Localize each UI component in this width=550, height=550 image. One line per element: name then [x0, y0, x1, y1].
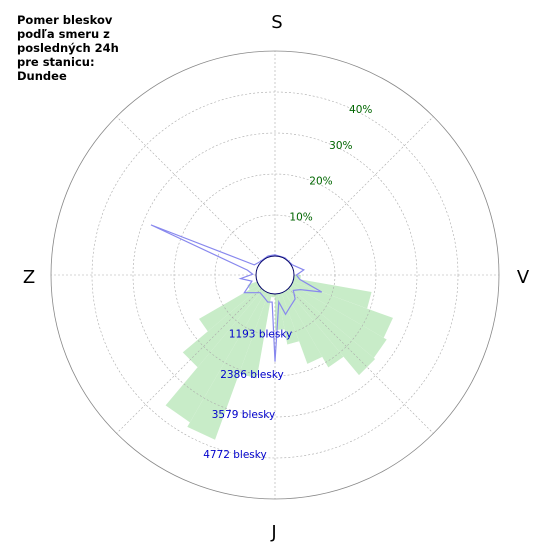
title-line-3: posledných 24h	[17, 41, 119, 55]
count-bar	[291, 281, 393, 338]
blue-line-layer	[150, 224, 323, 362]
count-tick-label: 4772 blesky	[203, 449, 267, 461]
count-bar	[284, 289, 344, 368]
labels-layer: S V J Z 10% 20% 30% 40% 1193 blesky 2386 bles…	[23, 12, 530, 543]
count-bar	[278, 292, 300, 345]
grid-ring	[132, 132, 418, 418]
count-tick-label: 3579 blesky	[212, 409, 276, 421]
direction-label-top: S	[271, 12, 282, 33]
percent-tick-label: 30%	[329, 140, 352, 152]
count-bar	[289, 284, 387, 358]
count-bar	[292, 278, 372, 309]
grid-layer	[50, 50, 500, 500]
count-tick-label: 2386 blesky	[220, 369, 284, 381]
direction-label-bottom: J	[270, 522, 276, 543]
percent-line	[150, 224, 323, 362]
green-bars-layer	[165, 275, 393, 440]
center-circle	[255, 255, 295, 295]
percent-tick-label: 40%	[349, 104, 372, 116]
count-bar	[247, 281, 259, 290]
title-line-5: Dundee	[17, 69, 67, 83]
count-bar	[271, 293, 275, 298]
title-line-4: pre stanicu:	[17, 55, 95, 69]
count-bar	[281, 291, 323, 364]
direction-label-left: Z	[23, 267, 35, 288]
chart-title: Pomer bleskov podľa smeru z posledných 2…	[17, 13, 157, 83]
outer-ring	[50, 50, 500, 500]
title-line-1: Pomer bleskov	[17, 13, 113, 27]
grid-spoke	[288, 116, 434, 262]
percent-tick-label: 20%	[309, 176, 332, 188]
count-bar	[182, 287, 263, 368]
center-layer	[255, 255, 295, 295]
percent-tick-label: 10%	[289, 212, 312, 224]
count-bar	[199, 284, 261, 332]
direction-label-right: V	[517, 267, 530, 288]
count-tick-label: 1193 blesky	[229, 329, 293, 341]
count-bar	[239, 292, 272, 379]
title-line-2: podľa smeru z	[17, 27, 110, 41]
